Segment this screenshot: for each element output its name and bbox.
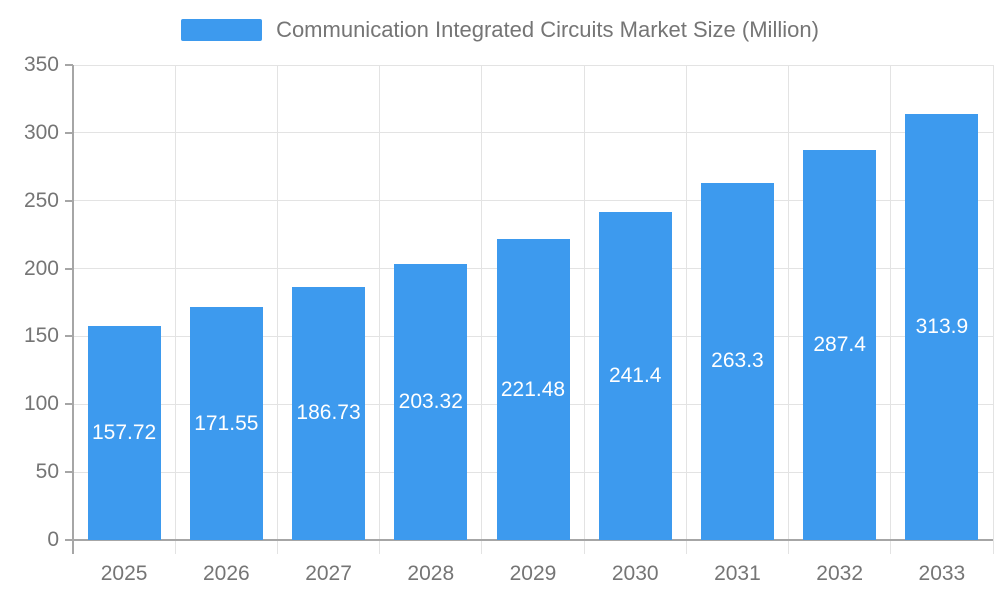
bar-2031[interactable] <box>700 182 774 540</box>
bar-value-label: 221.48 <box>500 377 566 401</box>
bar-value-label: 157.72 <box>91 420 157 444</box>
y-tick-label: 300 <box>23 120 59 144</box>
x-tick-label: 2032 <box>816 562 864 585</box>
y-axis-line <box>72 65 74 554</box>
y-tick-label: 200 <box>23 256 59 280</box>
x-tick-label: 2033 <box>918 562 966 585</box>
h-gridline <box>73 200 993 202</box>
bar-2026[interactable] <box>189 307 263 540</box>
bar-value-label: 313.9 <box>915 314 969 338</box>
v-gridline <box>174 65 176 540</box>
bar-2030[interactable] <box>598 212 672 540</box>
y-axis-tick <box>65 471 73 474</box>
bar-value-label: 241.4 <box>608 364 662 388</box>
x-axis-tick <box>174 540 176 554</box>
bar-value-label: 287.4 <box>813 332 866 356</box>
x-tick-label: 2030 <box>611 562 659 585</box>
legend-swatch <box>181 19 263 41</box>
y-axis-tick <box>65 199 73 202</box>
bar-2029[interactable] <box>496 239 570 540</box>
y-axis-tick <box>65 267 73 270</box>
x-tick-label: 2027 <box>305 562 352 585</box>
bar-value-label: 263.3 <box>711 349 764 373</box>
x-tick-label: 2031 <box>714 562 761 585</box>
v-gridline <box>276 65 278 540</box>
v-gridline <box>788 65 790 540</box>
x-axis-tick <box>276 540 278 554</box>
x-axis-tick <box>583 540 585 554</box>
x-axis-tick <box>890 540 892 554</box>
legend-label: Communication Integrated Circuits Market… <box>276 17 819 42</box>
bar-value-label: 186.73 <box>296 401 361 425</box>
bar-2028[interactable] <box>394 264 468 540</box>
y-tick-label: 350 <box>23 53 59 76</box>
bar-2033[interactable] <box>905 113 979 540</box>
h-gridline <box>73 132 993 134</box>
x-tick-label: 2029 <box>509 562 557 585</box>
x-tick-label: 2028 <box>407 562 455 585</box>
bar-value-label: 171.55 <box>194 411 259 435</box>
v-gridline <box>890 65 892 540</box>
x-axis-line <box>65 539 993 541</box>
v-gridline <box>583 65 585 540</box>
x-axis-tick <box>481 540 483 554</box>
y-axis-tick <box>65 131 73 134</box>
chart-legend[interactable]: Communication Integrated Circuits Market… <box>0 17 1000 43</box>
v-gridline <box>379 65 381 540</box>
bar-2032[interactable] <box>803 149 877 540</box>
x-axis-tick <box>379 540 381 554</box>
v-gridline <box>481 65 483 540</box>
v-gridline <box>685 65 687 540</box>
x-axis-tick <box>788 540 790 554</box>
bar-value-label: 203.32 <box>398 390 463 414</box>
h-gridline <box>73 64 993 66</box>
bar-2025[interactable] <box>87 325 161 540</box>
v-gridline <box>992 65 994 540</box>
y-tick-label: 0 <box>47 528 59 551</box>
x-axis-tick <box>992 540 994 554</box>
x-tick-label: 2026 <box>202 562 250 585</box>
bar-2027[interactable] <box>292 286 366 540</box>
y-axis-tick <box>65 335 73 338</box>
y-axis-tick <box>65 403 73 406</box>
x-tick-label: 2025 <box>100 562 148 585</box>
x-axis-tick <box>685 540 687 554</box>
y-tick-label: 50 <box>35 460 59 484</box>
y-tick-label: 150 <box>23 324 59 348</box>
y-axis-tick <box>65 64 73 66</box>
y-tick-label: 250 <box>23 188 59 212</box>
y-tick-label: 100 <box>23 392 59 416</box>
